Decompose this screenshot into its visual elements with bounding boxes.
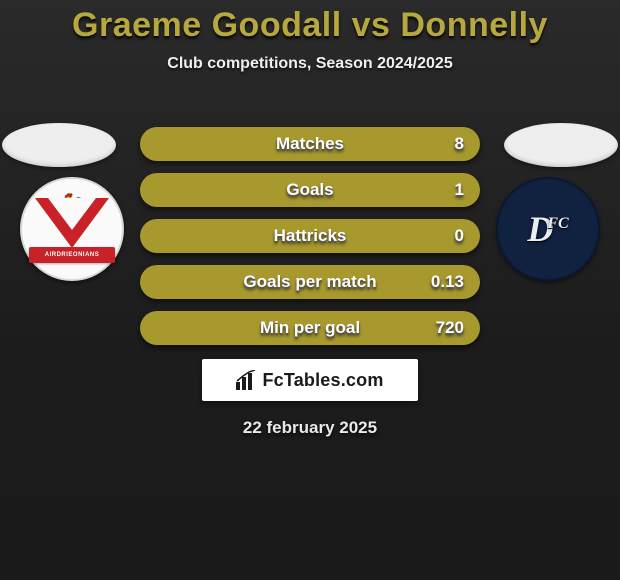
airdrieonians-crest-inner: 🐓 AIRDRIEONIANS xyxy=(35,192,109,266)
bar-chart-icon xyxy=(236,370,258,390)
stat-value-right: 0 xyxy=(455,226,464,246)
right-club-crest: DFC xyxy=(496,177,600,281)
stat-label: Goals per match xyxy=(243,272,376,292)
left-club-crest: 🐓 AIRDRIEONIANS xyxy=(20,177,124,281)
fctables-badge[interactable]: FcTables.com xyxy=(202,359,418,401)
right-player-portrait xyxy=(504,123,618,167)
stat-value-right: 720 xyxy=(436,318,464,338)
stat-value-right: 0.13 xyxy=(431,272,464,292)
stat-label: Matches xyxy=(276,134,344,154)
stat-label: Goals xyxy=(286,180,333,200)
stat-label: Min per goal xyxy=(260,318,360,338)
crest-ribbon: AIRDRIEONIANS xyxy=(29,247,115,263)
dundee-monogram: DFC xyxy=(521,208,574,250)
stat-value-right: 1 xyxy=(455,180,464,200)
attribution-block: FcTables.com 22 february 2025 xyxy=(202,359,418,438)
stat-value-right: 8 xyxy=(455,134,464,154)
page-title: Graeme Goodall vs Donnelly xyxy=(0,6,620,45)
stat-row: Matches 8 xyxy=(140,127,480,161)
stat-row: Goals per match 0.13 xyxy=(140,265,480,299)
stat-row: Min per goal 720 xyxy=(140,311,480,345)
season-subtitle: Club competitions, Season 2024/2025 xyxy=(0,55,620,73)
left-player-portrait xyxy=(2,123,116,167)
dundee-monogram-fc: FC xyxy=(547,215,568,232)
snapshot-date: 22 february 2025 xyxy=(202,418,418,438)
stat-row: Goals 1 xyxy=(140,173,480,207)
stat-row: Hattricks 0 xyxy=(140,219,480,253)
fctables-badge-text: FcTables.com xyxy=(262,370,383,391)
stat-label: Hattricks xyxy=(274,226,347,246)
stats-panel: Matches 8 Goals 1 Hattricks 0 Goals per match 0… xyxy=(140,127,480,357)
crest-chevron-mask xyxy=(48,198,96,230)
